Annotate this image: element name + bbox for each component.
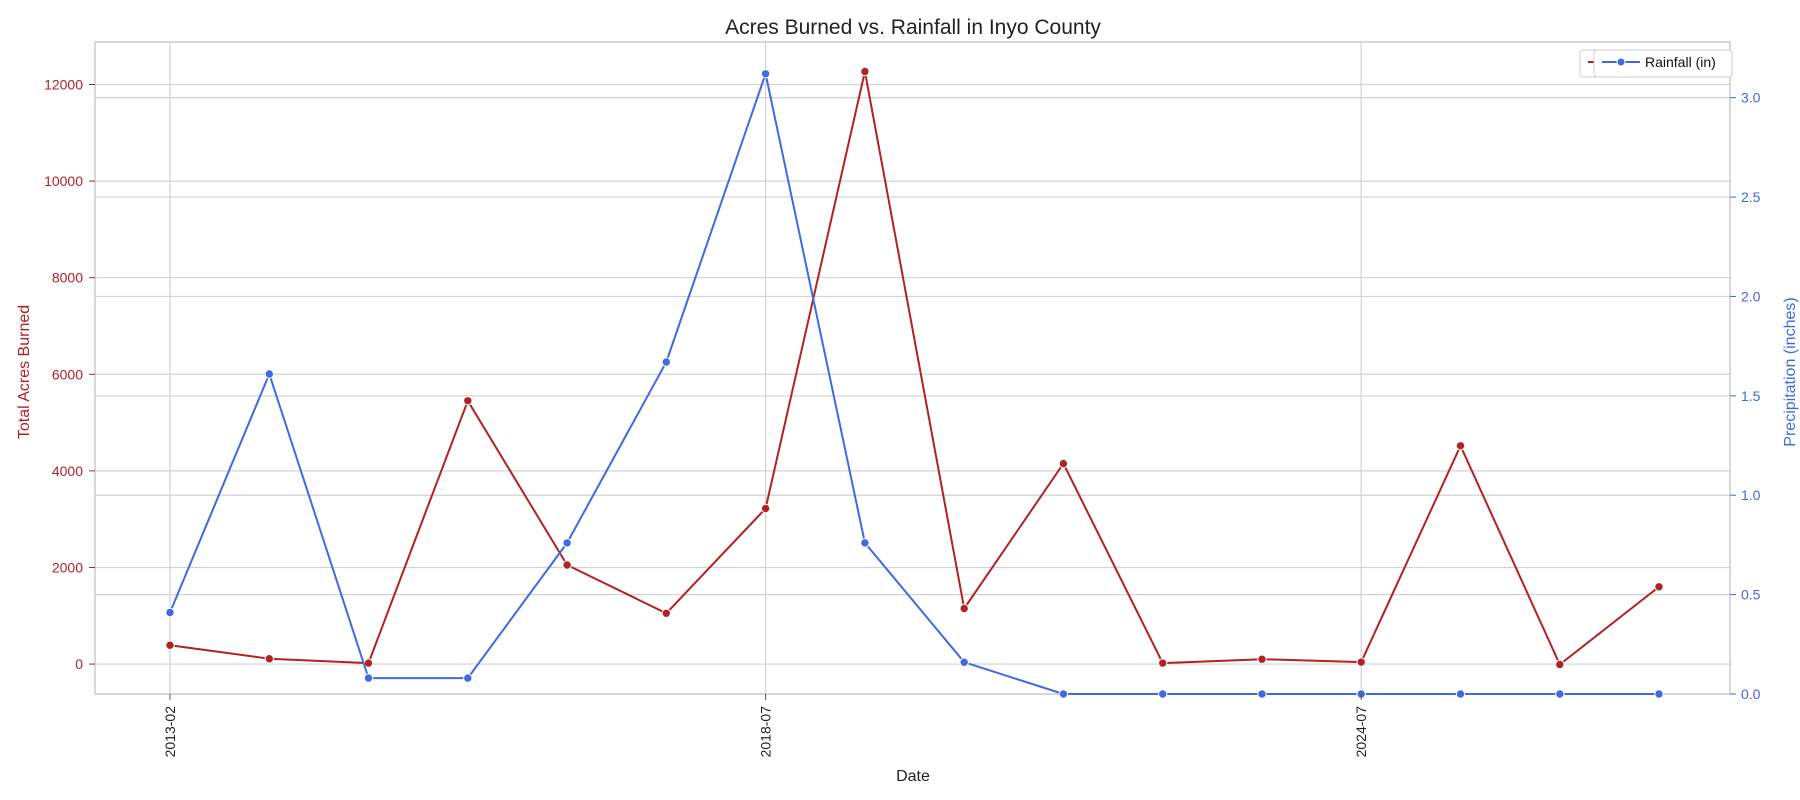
legend: Rainfall (in)	[1579, 49, 1733, 78]
y-right-tick-label: 0.0	[1741, 686, 1761, 702]
rainfall-point	[1257, 689, 1267, 699]
acres-burned-point	[562, 560, 572, 570]
acres-burned-point	[661, 608, 671, 618]
acres-burned-point	[463, 396, 473, 406]
y-right-tick-label: 3.0	[1741, 90, 1761, 106]
rainfall-point	[165, 607, 175, 618]
y-axis-right-label: Precipitation (inches)	[1782, 297, 1799, 446]
x-axis-label: Date	[896, 768, 930, 785]
y-right-tick-label: 1.0	[1741, 487, 1761, 503]
y-right-tick-label: 0.5	[1741, 587, 1761, 603]
y-left-tick-label: 6000	[52, 366, 83, 382]
y-right-tick-label: 2.0	[1741, 288, 1761, 304]
legend-swatch-marker	[1616, 57, 1626, 67]
x-tick-label: 2018-07	[758, 706, 774, 758]
rainfall-point	[1555, 689, 1565, 699]
y-right-tick-label: 2.5	[1741, 189, 1761, 205]
rainfall-point	[661, 357, 671, 367]
acres-burned-point	[264, 654, 274, 664]
acres-burned-point	[1058, 458, 1069, 469]
acres-burned-point	[1356, 657, 1366, 667]
acres-burned-point	[1257, 654, 1267, 664]
rainfall-point	[1158, 689, 1168, 699]
rainfall-point	[860, 538, 870, 548]
axes-layer: 2013-02 2018-07 2024-07 0 2000 4000 6000 8000 10…	[44, 77, 1761, 758]
acres-burned-point	[1158, 658, 1168, 668]
legend-label: Rainfall (in)	[1645, 54, 1716, 70]
y-left-tick-label: 10000	[44, 173, 83, 189]
rainfall-point	[1455, 689, 1466, 699]
acres-burned-point	[959, 603, 969, 614]
acres-burned-line	[169, 70, 1660, 666]
plot-frame	[94, 41, 1731, 695]
acres-burned-point	[1455, 441, 1466, 451]
chart-title: Acres Burned vs. Rainfall in Inyo County	[725, 16, 1101, 39]
rainfall-line	[169, 72, 1659, 695]
y-left-tick-label: 2000	[52, 559, 83, 575]
y-right-tick-label: 1.5	[1741, 388, 1761, 404]
acres-burned-point	[760, 503, 771, 514]
y-left-tick-label: 0	[75, 656, 83, 672]
acres-burned-point	[1555, 659, 1565, 670]
rainfall-point	[1058, 689, 1069, 699]
y-axis-left-label: Total Acres Burned	[16, 305, 33, 439]
rainfall-point	[760, 69, 771, 79]
rainfall-point	[463, 673, 473, 683]
series-layer	[165, 66, 1664, 699]
x-tick-label: 2024-07	[1353, 706, 1369, 758]
legend-box	[1593, 49, 1733, 78]
rainfall-point	[959, 657, 969, 667]
x-tick-label: 2013-02	[162, 706, 178, 758]
acres-burned-point	[860, 66, 870, 77]
y-left-tick-label: 8000	[52, 270, 83, 286]
acres-burned-point	[165, 640, 175, 650]
y-left-tick-label: 4000	[52, 463, 83, 479]
rainfall-point	[264, 369, 274, 379]
rainfall-point	[1654, 689, 1664, 699]
rainfall-point	[562, 538, 572, 548]
rainfall-point	[363, 673, 374, 683]
y-left-tick-label: 12000	[44, 77, 83, 93]
acres-burned-point	[1654, 582, 1664, 592]
